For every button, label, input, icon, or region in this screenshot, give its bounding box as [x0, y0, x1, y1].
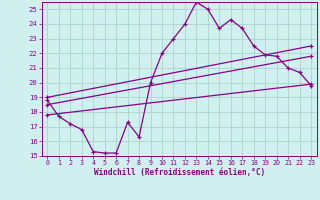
- X-axis label: Windchill (Refroidissement éolien,°C): Windchill (Refroidissement éolien,°C): [94, 168, 265, 177]
